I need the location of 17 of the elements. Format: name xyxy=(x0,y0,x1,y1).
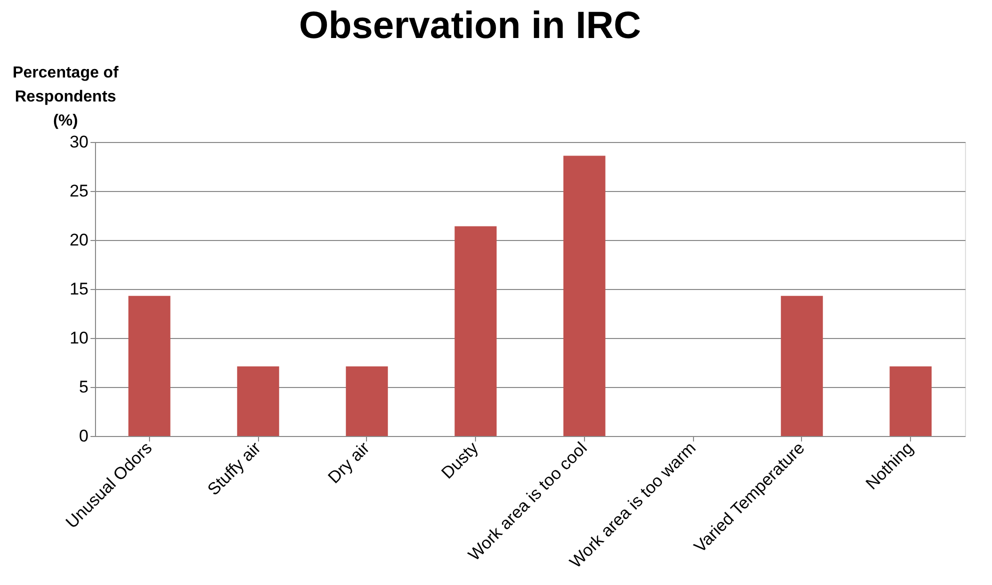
y-axis-title: Percentage of Respondents (%) xyxy=(12,64,120,130)
bar xyxy=(563,156,606,436)
chart-title: Observation in IRC xyxy=(298,5,642,47)
bar xyxy=(346,366,388,436)
bar xyxy=(454,226,497,436)
bar xyxy=(890,366,932,436)
bar xyxy=(237,366,280,436)
bar xyxy=(128,296,170,436)
y-tick-label: 10 xyxy=(70,328,88,348)
y-tick-label: 25 xyxy=(70,182,88,200)
x-tick-label: Dry air xyxy=(324,438,374,488)
y-tick-label: 15 xyxy=(70,280,88,298)
y-tick-label: 5 xyxy=(79,378,88,396)
y-tick-label: 30 xyxy=(70,132,88,152)
bar xyxy=(780,296,823,436)
y-tick-label: 0 xyxy=(79,426,88,446)
y-tick-label: 20 xyxy=(70,230,88,250)
